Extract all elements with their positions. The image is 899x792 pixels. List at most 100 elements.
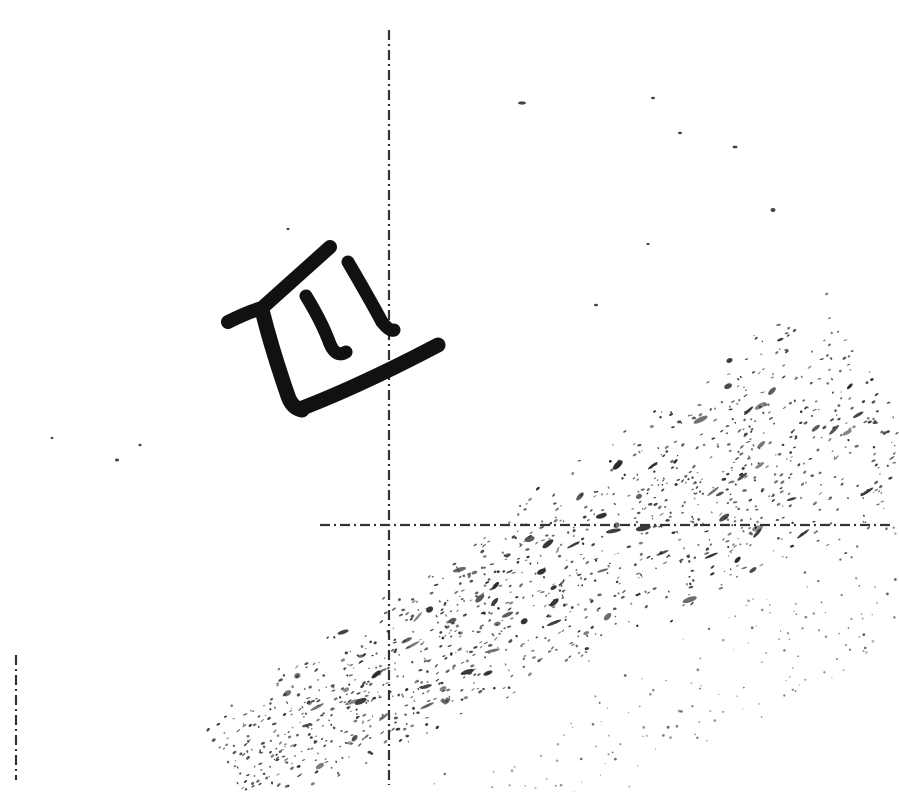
speckle-mark (379, 620, 384, 624)
speckle-mark (402, 639, 407, 643)
speckle-mark (819, 358, 824, 361)
speckle-mark (347, 699, 352, 703)
speckle-mark (874, 480, 879, 485)
speckle-mark (681, 504, 684, 508)
speckle-mark (575, 569, 578, 572)
speckle-mark (393, 716, 398, 720)
speckle-mark (362, 730, 366, 732)
speckle-mark (507, 607, 512, 611)
speckle-mark (610, 468, 614, 472)
speckle-mark (552, 494, 555, 497)
speckle-mark (626, 545, 632, 548)
speckle-mark (834, 409, 837, 412)
speckle-mark (256, 779, 260, 783)
speckle-mark (837, 417, 841, 421)
speckle-mark (411, 660, 414, 664)
speckle-mark (401, 608, 406, 612)
speckle-mark (281, 755, 286, 758)
speckle-mark (600, 493, 604, 496)
speckle-mark (836, 455, 839, 458)
speckle-mark (653, 477, 657, 479)
speckle-mark (253, 775, 256, 777)
speckle-mark (633, 563, 637, 566)
speckle-mark (573, 535, 575, 537)
speckle-mark (361, 737, 365, 741)
speckle-mark (262, 772, 266, 776)
speckle-mark (268, 775, 271, 778)
speckle-mark (289, 709, 293, 713)
speckle-mark (503, 627, 506, 630)
speckle-mark (762, 368, 765, 370)
speckle-mark (401, 695, 405, 698)
speckle-mark (666, 554, 670, 558)
speckle-mark (525, 548, 530, 551)
speckle-mark (718, 693, 720, 696)
speckle-mark (482, 555, 487, 558)
speckle-mark (412, 691, 415, 694)
speckle-mark (330, 766, 333, 769)
speckle-mark (798, 684, 800, 686)
speckle-mark (620, 595, 625, 599)
speckle-mark (290, 744, 294, 747)
speckle-mark (524, 559, 528, 562)
speckle-mark (741, 467, 745, 470)
speckle-mark (669, 511, 672, 514)
speckle-mark (800, 375, 803, 378)
speckle-mark (426, 606, 434, 613)
speckle-mark (613, 594, 617, 597)
glyph-base-stroke (292, 337, 446, 417)
speckle-mark (705, 547, 710, 551)
speckle-mark (669, 619, 674, 623)
speckle-mark (458, 595, 461, 598)
speckle-mark (223, 747, 225, 750)
speckle-mark (638, 592, 641, 596)
speckle-mark (343, 667, 347, 670)
speckle-mark (395, 727, 401, 731)
speckle-mark (309, 736, 313, 739)
speckle-mark (623, 430, 627, 433)
speckle-mark (271, 722, 277, 726)
speckle-mark (581, 584, 584, 587)
speckle-mark (862, 633, 866, 636)
speckle-mark (735, 564, 740, 567)
speckle-mark (608, 562, 611, 565)
speckle-mark (287, 784, 290, 787)
speckle-mark (692, 518, 694, 520)
speckle-mark (487, 578, 491, 581)
speckle-mark (307, 726, 310, 729)
speckle-mark (404, 713, 407, 716)
speckle-mark (315, 697, 318, 700)
speckle-mark (656, 479, 659, 482)
speckle-mark (765, 403, 768, 406)
speckle-mark (750, 428, 754, 431)
speckle-mark (662, 561, 668, 565)
speckle-mark (651, 517, 654, 520)
speckle-mark (369, 737, 372, 739)
speckle-mark (236, 781, 239, 785)
speckle-mark (637, 490, 640, 493)
speckle-mark (246, 774, 250, 777)
speckle-mark (239, 752, 243, 756)
speckle-mark (778, 638, 781, 641)
speckle-mark (827, 498, 832, 500)
speckle-mark (515, 634, 518, 638)
speckle-mark (544, 636, 547, 640)
speckle-mark (344, 698, 360, 706)
speckle-mark (350, 690, 355, 694)
speckle-mark (690, 601, 694, 606)
speckle-mark (547, 639, 551, 642)
speckle-mark (731, 400, 735, 403)
speckle-mark (781, 516, 785, 519)
speckle-mark (628, 785, 631, 788)
speckle-mark (607, 734, 610, 737)
speckle-mark (546, 619, 562, 627)
speckle-mark (747, 599, 750, 603)
speckle-mark (367, 750, 372, 754)
speckle-mark (787, 326, 791, 330)
speckle-mark (715, 491, 724, 497)
speckle-mark (731, 524, 734, 527)
speckle-mark (619, 743, 622, 746)
speckle-mark (594, 490, 599, 493)
speckle-mark (682, 596, 697, 604)
speckle-mark (737, 537, 739, 540)
